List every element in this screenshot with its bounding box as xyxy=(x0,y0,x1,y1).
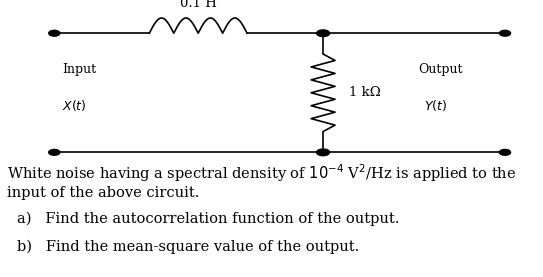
Text: b)   Find the mean-square value of the output.: b) Find the mean-square value of the out… xyxy=(17,240,359,254)
Text: Input: Input xyxy=(62,63,97,76)
Text: a)   Find the autocorrelation function of the output.: a) Find the autocorrelation function of … xyxy=(17,212,400,226)
Text: 0.1 H: 0.1 H xyxy=(180,0,217,10)
Text: $Y(t)$: $Y(t)$ xyxy=(424,98,447,113)
Circle shape xyxy=(500,30,510,36)
Circle shape xyxy=(500,150,510,155)
Circle shape xyxy=(49,30,60,36)
Circle shape xyxy=(49,150,60,155)
Text: Output: Output xyxy=(418,63,463,76)
Circle shape xyxy=(317,149,330,156)
Text: 1 kΩ: 1 kΩ xyxy=(349,86,380,99)
Text: $X(t)$: $X(t)$ xyxy=(62,98,87,113)
Text: input of the above circuit.: input of the above circuit. xyxy=(7,186,199,200)
Text: White noise having a spectral density of $10^{-4}$ V$^2$/Hz is applied to the: White noise having a spectral density of… xyxy=(7,162,516,184)
Circle shape xyxy=(317,30,330,37)
